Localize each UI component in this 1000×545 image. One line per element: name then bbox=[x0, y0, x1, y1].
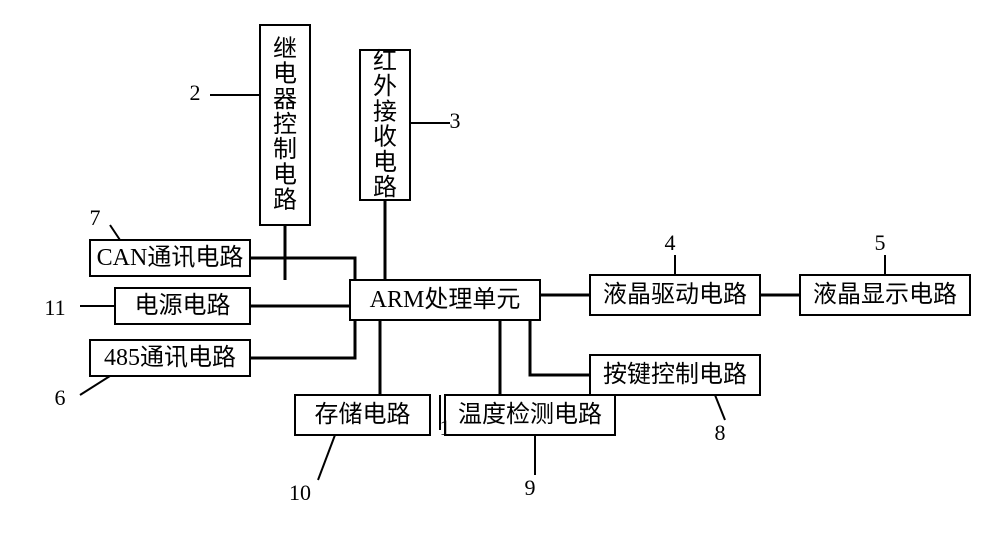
box-center: ARM处理单元 bbox=[350, 280, 540, 320]
connector bbox=[530, 320, 590, 375]
box-lcd_disp-label: 液晶显示电路 bbox=[813, 281, 957, 308]
box-relay-label: 器 bbox=[273, 87, 297, 113]
connector bbox=[250, 258, 355, 280]
box-ir-label: 收 bbox=[373, 124, 397, 151]
box-rs485: 485通讯电路 bbox=[90, 340, 250, 376]
box-ir: 红外接收电路 bbox=[360, 48, 410, 201]
box-ir-label: 电 bbox=[373, 149, 397, 176]
box-power: 电源电路 bbox=[115, 288, 250, 324]
number-3: 3 bbox=[450, 108, 461, 133]
box-relay: 继电器控制电路 bbox=[260, 25, 310, 225]
number-2: 2 bbox=[190, 80, 201, 105]
box-lcd_drv-label: 液晶驱动电路 bbox=[603, 281, 747, 308]
box-relay-label: 制 bbox=[273, 136, 297, 163]
box-relay-label: 电 bbox=[273, 161, 297, 188]
leader-7 bbox=[110, 225, 120, 240]
box-lcd_drv: 液晶驱动电路 bbox=[590, 275, 760, 315]
box-relay-label: 控 bbox=[273, 111, 297, 138]
box-can-label: CAN通讯电路 bbox=[97, 244, 244, 271]
number-6: 6 bbox=[55, 385, 66, 410]
box-ir-label: 红 bbox=[373, 48, 397, 75]
number-1: 1 bbox=[440, 415, 451, 440]
box-ir-label: 外 bbox=[373, 73, 397, 100]
box-can: CAN通讯电路 bbox=[90, 240, 250, 276]
box-relay-label: 继 bbox=[273, 35, 297, 62]
box-relay-label: 电 bbox=[273, 61, 297, 88]
number-4: 4 bbox=[665, 230, 676, 255]
number-10: 10 bbox=[289, 480, 311, 505]
number-11: 11 bbox=[44, 295, 65, 320]
connector bbox=[250, 320, 355, 358]
leader-10 bbox=[318, 435, 335, 480]
box-storage: 存储电路 bbox=[295, 395, 430, 435]
box-center-label: ARM处理单元 bbox=[370, 286, 521, 313]
box-lcd_disp: 液晶显示电路 bbox=[800, 275, 970, 315]
number-9: 9 bbox=[525, 475, 536, 500]
box-storage-label: 存储电路 bbox=[315, 401, 411, 428]
number-5: 5 bbox=[875, 230, 886, 255]
box-relay-label: 路 bbox=[273, 187, 297, 214]
box-power-label: 电源电路 bbox=[135, 292, 231, 319]
box-key: 按键控制电路 bbox=[590, 355, 760, 395]
box-rs485-label: 485通讯电路 bbox=[104, 344, 236, 371]
box-ir-label: 接 bbox=[373, 98, 397, 125]
box-temp: 温度检测电路 bbox=[445, 395, 615, 435]
number-7: 7 bbox=[90, 205, 101, 230]
leader-6 bbox=[80, 376, 110, 395]
leader-8 bbox=[715, 395, 725, 420]
box-temp-label: 温度检测电路 bbox=[458, 401, 602, 428]
box-key-label: 按键控制电路 bbox=[603, 361, 747, 388]
box-ir-label: 路 bbox=[373, 174, 397, 201]
number-8: 8 bbox=[715, 420, 726, 445]
